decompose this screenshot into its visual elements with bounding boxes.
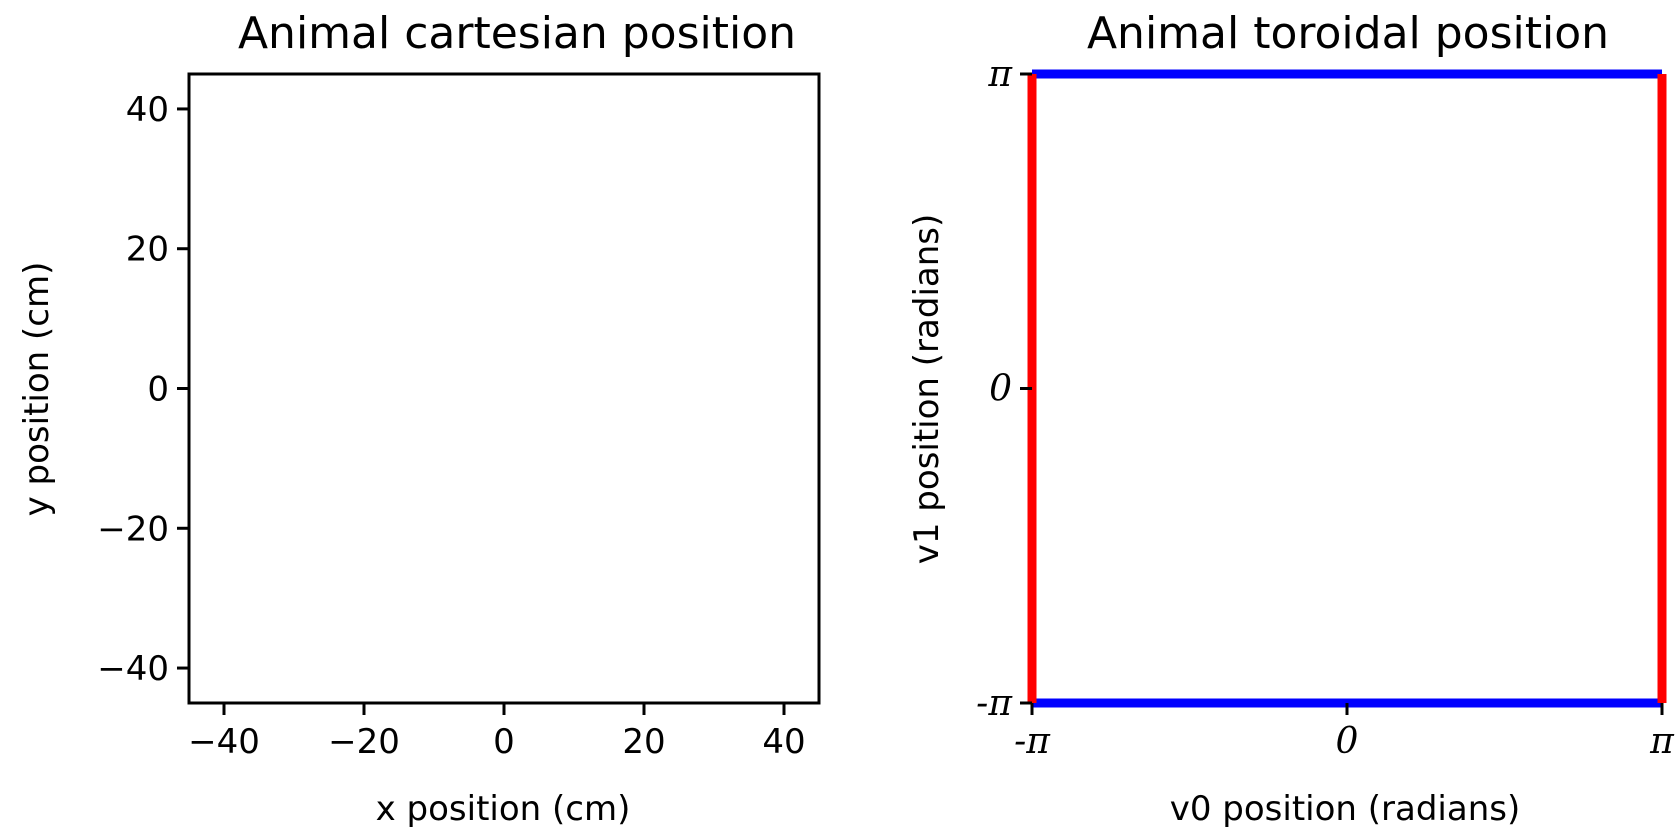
cartesian-xticks: −40 −20 0 20 40 [188,703,806,762]
cartesian-xtick-label: 40 [762,722,805,762]
toroidal-ytick-label: π [987,54,1013,95]
toroidal-series-layer [1027,69,1667,708]
toroidal-xtick-label: 0 [1336,721,1359,762]
cartesian-ylabel: y position (cm) [17,262,57,517]
cartesian-ytick-label: −40 [97,649,169,689]
cartesian-plot-frame [187,72,821,705]
cartesian-ytick-label: 0 [147,370,169,410]
toroidal-ylabel: v1 position (radians) [907,214,947,565]
cartesian-xtick-label: −20 [328,722,400,762]
toroidal-xtick-label: π [1649,721,1675,762]
toroidal-ytick-label: -π [976,683,1013,724]
toroidal-ytick-label: 0 [989,369,1012,410]
cartesian-ytick-label: 20 [126,230,169,270]
cartesian-ytick-label: 40 [126,90,169,130]
toroidal-xlabel: v0 position (radians) [1170,789,1521,829]
toroidal-panel: Animal toroidal position v0 position (ra… [907,8,1675,829]
cartesian-xtick-label: −40 [188,722,260,762]
cartesian-ytick-label: −20 [97,509,169,549]
cartesian-panel: Animal cartesian position x position (cm… [17,8,821,829]
toroidal-title: Animal toroidal position [1087,8,1609,59]
cartesian-title: Animal cartesian position [238,8,796,59]
toroidal-yticks: -π 0 π [976,54,1032,724]
cartesian-yticks: −40 −20 0 20 40 [97,90,189,689]
cartesian-xtick-label: 0 [493,722,515,762]
toroidal-xtick-label: -π [1014,721,1051,762]
cartesian-xlabel: x position (cm) [376,789,631,829]
cartesian-xtick-label: 20 [622,722,665,762]
toroidal-xticks: -π 0 π [1014,703,1675,762]
